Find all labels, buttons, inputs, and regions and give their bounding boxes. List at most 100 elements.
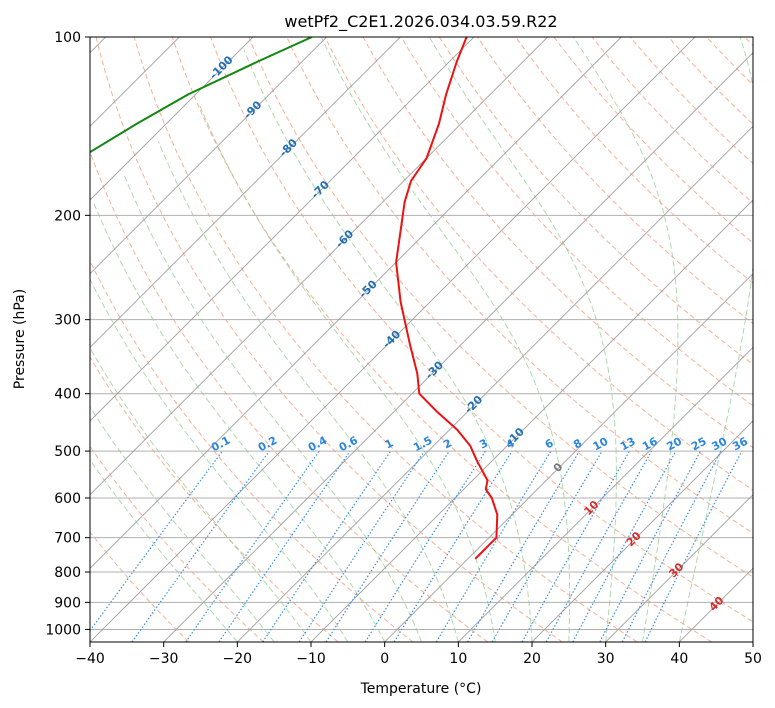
dry-adiabat (90, 259, 414, 642)
isotherm-label: 10 (581, 498, 601, 518)
x-tick-label: 0 (380, 651, 389, 667)
temperature-profile-line (395, 37, 499, 560)
dry-adiabat (591, 37, 753, 204)
y-tick-label: 800 (54, 565, 81, 581)
isotherm (90, 37, 328, 275)
mixing-ratio-label: 36 (730, 435, 750, 454)
dry-adiabat (706, 37, 753, 86)
isotherm (678, 567, 753, 642)
moist-adiabat (157, 141, 459, 642)
moist-adiabat (198, 104, 496, 642)
moist-adiabat (572, 37, 679, 642)
dry-adiabat (171, 37, 712, 642)
isotherm-label: 40 (707, 594, 727, 614)
mixing-ratio-label: 6 (543, 436, 556, 451)
mixing-ratio-label: 13 (618, 435, 638, 454)
isotherm (90, 37, 622, 570)
dry-adiabat (324, 37, 753, 491)
moist-adiabat (92, 201, 386, 642)
moist-adiabat (243, 49, 533, 642)
dry-adiabat (744, 37, 753, 47)
dry-adiabat (90, 150, 488, 642)
x-tick-label: −20 (223, 651, 253, 667)
dry-adiabat (668, 37, 753, 125)
mixing-ratio-line (131, 450, 270, 642)
moist-adiabat (320, 37, 571, 642)
isotherm (531, 420, 753, 642)
isotherm-label: -40 (380, 328, 403, 351)
y-tick-label: 100 (54, 30, 81, 46)
dry-adiabat (90, 445, 264, 642)
x-tick-label: 50 (744, 651, 762, 667)
x-axis-label: Temperature (°C) (360, 681, 482, 697)
y-tick-label: 200 (54, 208, 81, 224)
x-tick-label: −30 (149, 651, 179, 667)
dewpoint-profile-line (90, 37, 313, 154)
mixing-ratio-line (621, 450, 722, 642)
x-tick-label: −10 (296, 651, 326, 667)
moist-adiabat (678, 37, 753, 642)
mixing-ratio-line (218, 450, 351, 642)
moist-adiabat (90, 459, 238, 642)
mixing-ratio-line (644, 450, 743, 642)
y-tick-label: 700 (54, 531, 81, 547)
dry-adiabat (400, 37, 753, 407)
mixing-ratio-line (435, 450, 552, 642)
mixing-ratio-line (185, 450, 320, 642)
mixing-ratio-label: 16 (640, 435, 660, 454)
y-tick-label: 1000 (45, 622, 81, 638)
dry-adiabat (210, 37, 753, 623)
isotherm (90, 37, 254, 201)
dry-adiabat (515, 37, 753, 284)
chart-title: wetPf2_C2E1.2026.034.03.59.R22 (284, 12, 557, 32)
x-tick-label: 20 (523, 651, 541, 667)
isotherm-label: -20 (462, 393, 485, 416)
mixing-ratio-line (599, 450, 702, 642)
mixing-ratio-line (262, 450, 392, 642)
isotherm (752, 641, 753, 642)
isotherm-label: -70 (309, 178, 332, 201)
grid-layer (90, 37, 753, 642)
isotherm (236, 125, 753, 642)
tick-layer: −40 −30 −20 −10 0 10 20 30 40 50 100 200 300 400 500 60… (45, 30, 762, 667)
isotherm (310, 199, 753, 642)
isotherm (163, 51, 753, 642)
isotherm (90, 37, 401, 349)
y-tick-label: 500 (54, 444, 81, 460)
y-axis-label: Pressure (hPa) (12, 289, 28, 389)
isotherm-label: -60 (333, 227, 356, 250)
y-tick-label: 600 (54, 491, 81, 507)
dry-adiabat (90, 531, 190, 642)
mixing-ratio-line (364, 450, 486, 642)
isotherm (90, 37, 549, 496)
x-tick-label: 30 (597, 651, 615, 667)
mixing-ratio-line (466, 450, 580, 642)
data-layer (90, 37, 499, 560)
isotherm-label: -80 (277, 136, 300, 159)
dry-adiabat (438, 37, 753, 366)
dry-adiabat (133, 37, 638, 642)
mixing-ratio-label: 25 (689, 435, 709, 454)
mixing-ratio-label: 3 (477, 436, 490, 451)
mixing-ratio-line (298, 450, 425, 642)
isotherm-label: 20 (624, 529, 644, 549)
moist-adiabat (428, 37, 617, 642)
mixing-ratio-line (521, 450, 631, 642)
y-tick-label: 300 (54, 313, 81, 329)
mixing-ratio-label: 30 (710, 435, 730, 454)
dry-adiabat (248, 37, 753, 578)
x-tick-label: 10 (449, 651, 467, 667)
x-tick-label: 40 (670, 651, 688, 667)
mixing-ratio-line (90, 450, 223, 632)
isotherm (457, 346, 753, 642)
isotherm (605, 493, 753, 642)
isotherm-label: -50 (356, 277, 379, 300)
mixing-ratio-line (545, 450, 653, 642)
y-tick-label: 400 (54, 387, 81, 403)
moist-adiabat (90, 347, 312, 642)
x-tick-label: −40 (75, 651, 105, 667)
isotherm (384, 272, 753, 642)
mixing-ratio-label: 1 (383, 436, 396, 451)
mixing-ratio-label: 10 (591, 435, 611, 454)
